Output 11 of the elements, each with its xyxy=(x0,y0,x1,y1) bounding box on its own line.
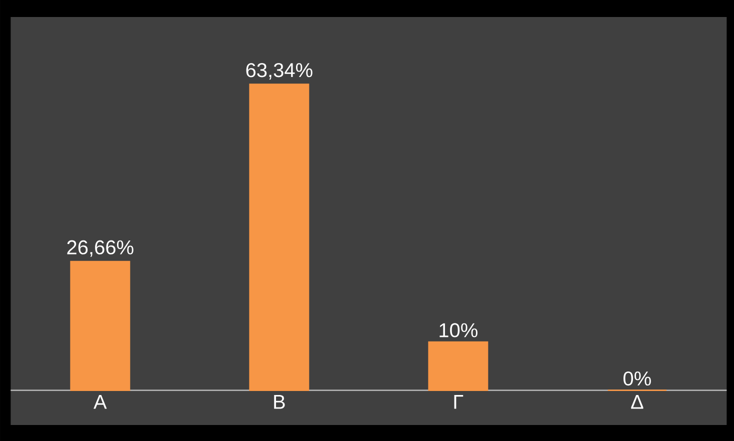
data-label: 10% xyxy=(440,323,478,338)
data-label: 26,66% xyxy=(67,240,134,257)
data-label: 0% xyxy=(623,371,651,386)
bar xyxy=(249,84,310,391)
bar xyxy=(70,260,130,391)
bar xyxy=(428,341,488,391)
data-label: 63,34% xyxy=(246,63,312,80)
x-tick-label: Α xyxy=(94,395,107,409)
x-tick-label: Γ xyxy=(454,395,464,409)
x-tick-label: Β xyxy=(274,395,285,409)
x-tick-label: Δ xyxy=(631,395,644,409)
